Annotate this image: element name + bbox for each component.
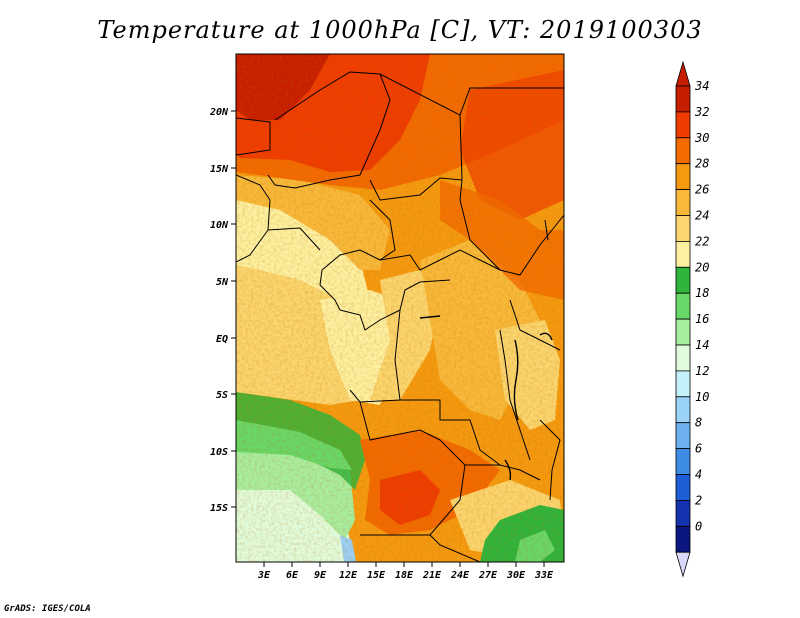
map-panel [236,54,564,562]
colorbar-label: 26 [695,183,709,197]
lon-axis [263,562,545,567]
colorbar-swatch [675,318,691,346]
colorbar-overflow-low [675,551,691,578]
country-borders [236,71,564,562]
colorbar-label: 10 [695,390,709,404]
lon-label: 33E [534,570,554,581]
colorbar-swatch [675,111,691,139]
colorbar-label: 28 [695,157,709,171]
colorbar-label: 14 [695,338,709,352]
colorbar-overflow-high [675,60,691,87]
colorbar-swatch [675,163,691,190]
credit-label: GrADS: IGES/COLA [4,604,91,614]
colorbar-swatch [675,292,691,320]
colorbar-label: 8 [695,416,702,430]
lat-label: 5S [216,390,228,401]
lat-label: 15N [210,164,229,175]
lat-label: 20N [209,107,229,118]
lon-label: 27E [478,570,498,581]
colorbar-swatch [675,370,691,398]
colorbar-swatch [675,448,691,475]
colorbar-swatch [675,85,691,113]
lon-labels: 3E 6E 9E 12E 15E 18E 21E 24E 27E 30E 33E [257,570,554,581]
colorbar-swatch [675,344,691,372]
lon-label: 12E [339,570,358,581]
map-title: Temperature at 1000hPa [C], VT: 20191003… [97,16,703,44]
colorbar-swatch [675,422,691,450]
colorbar-label: 18 [695,286,709,300]
colorbar-label: 32 [694,105,709,119]
lon-label: 18E [395,570,414,581]
colorbar-label: 22 [695,234,709,248]
colorbar-label: 6 [695,442,702,456]
lon-label: 9E [314,570,327,581]
lat-label: EQ [216,334,228,345]
colorbar-label: 0 [695,519,702,533]
colorbar-label: 20 [695,260,709,274]
lat-label: 10S [210,447,228,458]
lon-label: 3E [257,570,271,581]
lat-label: 15S [210,503,228,514]
colorbar-label: 4 [695,468,702,482]
lon-label: 6E [286,570,299,581]
colorbar-label: 12 [695,364,709,378]
colorbar-label: 16 [695,312,709,326]
colorbar-swatch [675,499,691,527]
colorbar-label: 24 [695,209,709,223]
colorbar-swatch [675,137,691,165]
colorbar-label: 34 [694,79,709,93]
lon-label: 30E [506,570,526,581]
lon-label: 24E [450,570,470,581]
colorbar-swatch [675,525,691,553]
lon-label: 15E [367,570,386,581]
colorbar-label: 2 [695,493,702,507]
map-frame [235,53,565,563]
colorbar-swatch [675,474,691,501]
colorbar-swatch [675,396,691,424]
lat-axis [231,110,236,508]
lon-label: 21E [422,570,442,581]
colorbar-label: 30 [694,131,709,145]
colorbar-swatch [675,215,691,242]
colorbar-swatch [675,240,691,268]
lakes [419,315,553,481]
lat-label: 10N [210,220,229,231]
lat-label: 5N [216,277,229,288]
lat-labels: 20N 15N 10N 5N EQ 5S 10S 15S [209,107,229,514]
colorbar-swatch [675,189,691,216]
colorbar-swatch [675,266,691,294]
